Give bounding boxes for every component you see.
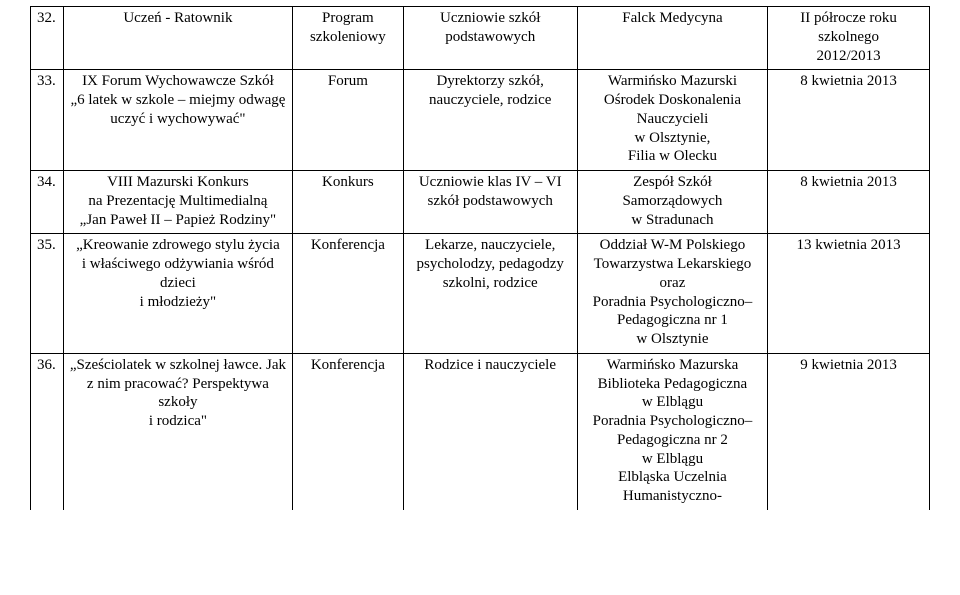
- table-row: 33. IX Forum Wychowawcze Szkół„6 latek w…: [31, 70, 930, 171]
- cell-num: 36.: [31, 353, 64, 510]
- cell-org: Oddział W-M PolskiegoTowarzystwa Lekarsk…: [577, 234, 767, 354]
- table-row: 36. „Sześciolatek w szkolnej ławce. Jakz…: [31, 353, 930, 510]
- table-row: 32. Uczeń - Ratownik Programszkoleniowy …: [31, 7, 930, 70]
- cell-date: 8 kwietnia 2013: [768, 171, 930, 234]
- cell-aud: Rodzice i nauczyciele: [403, 353, 577, 510]
- cell-date: II półrocze rokuszkolnego2012/2013: [768, 7, 930, 70]
- cell-num: 34.: [31, 171, 64, 234]
- cell-title: VIII Mazurski Konkursna Prezentację Mult…: [63, 171, 292, 234]
- cell-title: „Sześciolatek w szkolnej ławce. Jakz nim…: [63, 353, 292, 510]
- cell-type: Konferencja: [293, 353, 404, 510]
- cell-type: Programszkoleniowy: [293, 7, 404, 70]
- cell-org: Warmińsko MazurskiOśrodek DoskonaleniaNa…: [577, 70, 767, 171]
- cell-num: 32.: [31, 7, 64, 70]
- cell-aud: Lekarze, nauczyciele,psycholodzy, pedago…: [403, 234, 577, 354]
- cell-org: Falck Medycyna: [577, 7, 767, 70]
- cell-org: Zespół SzkółSamorządowychw Stradunach: [577, 171, 767, 234]
- cell-title: IX Forum Wychowawcze Szkół„6 latek w szk…: [63, 70, 292, 171]
- cell-type: Forum: [293, 70, 404, 171]
- cell-date: 9 kwietnia 2013: [768, 353, 930, 510]
- cell-type: Konkurs: [293, 171, 404, 234]
- cell-date: 13 kwietnia 2013: [768, 234, 930, 354]
- cell-org: Warmińsko MazurskaBiblioteka Pedagogiczn…: [577, 353, 767, 510]
- table-row: 34. VIII Mazurski Konkursna Prezentację …: [31, 171, 930, 234]
- cell-aud: Uczniowie szkółpodstawowych: [403, 7, 577, 70]
- cell-num: 35.: [31, 234, 64, 354]
- cell-type: Konferencja: [293, 234, 404, 354]
- cell-num: 33.: [31, 70, 64, 171]
- cell-date: 8 kwietnia 2013: [768, 70, 930, 171]
- table-row: 35. „Kreowanie zdrowego stylu życiai wła…: [31, 234, 930, 354]
- cell-aud: Uczniowie klas IV – VIszkół podstawowych: [403, 171, 577, 234]
- cell-title: „Kreowanie zdrowego stylu życiai właściw…: [63, 234, 292, 354]
- cell-title: Uczeń - Ratownik: [63, 7, 292, 70]
- schedule-table: 32. Uczeń - Ratownik Programszkoleniowy …: [30, 6, 930, 510]
- cell-aud: Dyrektorzy szkół,nauczyciele, rodzice: [403, 70, 577, 171]
- page: 32. Uczeń - Ratownik Programszkoleniowy …: [0, 0, 960, 595]
